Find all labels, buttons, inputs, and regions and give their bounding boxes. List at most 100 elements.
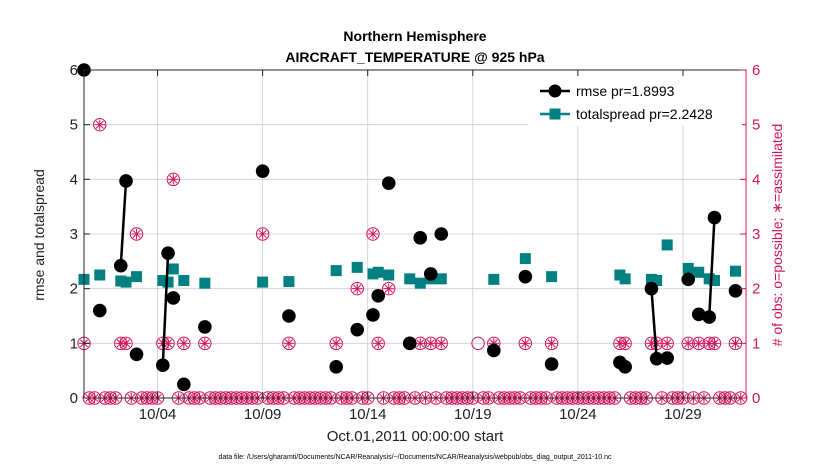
obs-assimilated-marker (168, 174, 179, 185)
obs-assimilated-marker (257, 228, 268, 240)
star-stroke (258, 229, 267, 239)
star-stroke (731, 339, 740, 348)
totalspread-point (131, 271, 143, 283)
obs-assimilated-marker (373, 338, 384, 349)
totalspread-point (693, 266, 705, 278)
y-right-tick-label: 2 (752, 281, 760, 298)
star-stroke (122, 339, 131, 348)
rmse-point (423, 267, 438, 281)
obs-possible-marker (255, 227, 270, 241)
totalspread-point (257, 276, 269, 288)
obs-assimilated-marker (436, 338, 447, 349)
x-tick-label: 10/14 (349, 406, 387, 423)
star-stroke (374, 339, 383, 348)
obs-possible-marker (198, 336, 212, 351)
data-file-footnote: data file: /Users/gharamti/Documents/NCA… (218, 454, 612, 461)
x-tick-label: 10/09 (244, 406, 282, 423)
obs-assimilated-marker (383, 283, 394, 294)
obs-assimilated-marker (352, 283, 363, 294)
totalspread-point (435, 273, 447, 285)
x-tick-label: 10/29 (664, 406, 702, 423)
rmse-point (282, 309, 296, 323)
star-stroke (332, 339, 341, 348)
obs-assimilated-marker (283, 338, 295, 349)
rmse-point (649, 351, 664, 366)
obs-possible-marker (329, 336, 343, 351)
chart-title: Northern Hemisphere (343, 28, 486, 44)
rmse-point (198, 320, 212, 334)
x-tick-label: 10/04 (139, 406, 177, 423)
obs-assimilated-marker (178, 338, 190, 349)
star-stroke (284, 339, 293, 348)
y-tick-label: 3 (70, 226, 78, 243)
rmse-point (371, 288, 386, 303)
totalspread-point (167, 263, 179, 275)
totalspread-point (414, 277, 426, 289)
obs-assimilated-marker (131, 228, 142, 240)
star-stroke (95, 120, 104, 129)
star-stroke (621, 339, 630, 348)
obs-assimilated-marker (661, 338, 673, 349)
y-right-tick-label: 1 (752, 335, 760, 352)
obs-assimilated-marker (619, 338, 631, 349)
obs-possible-marker (544, 336, 559, 351)
obs-possible-marker (518, 336, 533, 351)
rmse-point (544, 357, 559, 371)
rmse-point (129, 347, 144, 362)
star-stroke (437, 339, 446, 348)
rmse-segment (707, 217, 716, 318)
x-axis-label: Oct.01,2011 00:00:00 start (327, 428, 504, 445)
rmse-point (161, 246, 175, 260)
legend-rmse-marker (548, 84, 562, 98)
totalspread-point (162, 276, 174, 288)
legend-box (528, 76, 742, 126)
rmse-point (660, 351, 674, 365)
obs-possible-marker (93, 117, 107, 132)
rmse-point (381, 176, 396, 190)
legend-totalspread-marker (549, 108, 561, 120)
totalspread-point (283, 276, 295, 288)
x-tick-label: 10/24 (559, 406, 597, 423)
obs-assimilated-marker (693, 338, 704, 349)
legend-rmse-label: rmse pr=1.8993 (576, 83, 675, 99)
star-stroke (353, 284, 362, 293)
y-tick-label: 4 (70, 171, 78, 188)
obs-possible-marker (366, 227, 380, 241)
rmse-point (487, 343, 501, 358)
totalspread-point (94, 269, 106, 281)
obs-possible-marker (129, 227, 144, 241)
totalspread-point (383, 269, 395, 281)
star-stroke (416, 339, 425, 348)
obs-possible-marker (371, 336, 385, 351)
rmse-point (707, 210, 722, 225)
obs-assimilated-marker (367, 228, 379, 240)
rmse-point (644, 281, 659, 296)
obs-possible-marker (471, 336, 485, 351)
y-axis-right-label: # of obs: o=possible; ∗=assimilated (769, 124, 785, 347)
totalspread-point (651, 274, 663, 286)
rmse-point (119, 174, 133, 188)
obs-assimilated-marker (709, 338, 720, 349)
rmse-point (702, 310, 717, 324)
totalspread-point (619, 273, 631, 285)
star-stroke (426, 339, 435, 348)
rmse-point (166, 291, 181, 305)
star-stroke (179, 339, 188, 348)
obs-possible-marker (177, 336, 191, 351)
obs-possible-marker (350, 281, 364, 296)
rmse-point (434, 227, 449, 241)
rmse-point (681, 272, 696, 287)
rmse-point (350, 322, 365, 337)
star-stroke (663, 339, 672, 348)
totalspread-point (708, 274, 720, 286)
rmse-point (691, 307, 706, 322)
totalspread-point (178, 274, 190, 286)
y-tick-label: 0 (70, 390, 78, 407)
totalspread-point (546, 271, 558, 283)
rmse-point (618, 360, 632, 374)
y-right-tick-label: 3 (752, 226, 760, 243)
star-stroke (384, 284, 393, 293)
obs-assimilated-marker (425, 338, 436, 349)
rmse-point (113, 258, 128, 273)
star-stroke (169, 175, 178, 184)
